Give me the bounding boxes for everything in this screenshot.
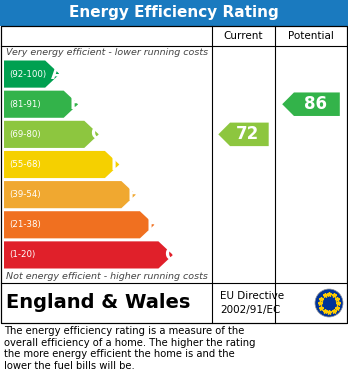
Polygon shape [4, 241, 173, 269]
Polygon shape [218, 123, 269, 146]
Text: E: E [128, 186, 139, 204]
Text: Current: Current [224, 31, 263, 41]
Text: England & Wales: England & Wales [6, 294, 190, 312]
Text: 72: 72 [236, 126, 259, 143]
Text: (21-38): (21-38) [9, 220, 41, 229]
Text: D: D [110, 156, 124, 174]
Text: (55-68): (55-68) [9, 160, 41, 169]
Text: F: F [147, 216, 158, 234]
Text: Not energy efficient - higher running costs: Not energy efficient - higher running co… [6, 272, 208, 281]
Text: Very energy efficient - lower running costs: Very energy efficient - lower running co… [6, 48, 208, 57]
Circle shape [315, 289, 343, 317]
Polygon shape [4, 61, 60, 88]
Polygon shape [4, 211, 155, 239]
Polygon shape [4, 151, 119, 178]
Text: B: B [70, 95, 82, 113]
Text: 86: 86 [304, 95, 327, 113]
Polygon shape [4, 181, 136, 208]
Text: EU Directive
2002/91/EC: EU Directive 2002/91/EC [220, 291, 284, 315]
Bar [1, 26, 347, 323]
Text: G: G [164, 246, 177, 264]
Text: (1-20): (1-20) [9, 250, 35, 260]
Text: (39-54): (39-54) [9, 190, 41, 199]
Text: Potential: Potential [288, 31, 334, 41]
Polygon shape [4, 121, 99, 148]
Text: (81-91): (81-91) [9, 100, 41, 109]
Text: C: C [90, 126, 103, 143]
Polygon shape [282, 92, 340, 116]
Bar [0, 0, 348, 26]
Text: A: A [51, 65, 64, 83]
Bar [1, 26, 347, 323]
Text: (69-80): (69-80) [9, 130, 41, 139]
Polygon shape [4, 91, 78, 118]
Text: (92-100): (92-100) [9, 70, 46, 79]
Text: Energy Efficiency Rating: Energy Efficiency Rating [69, 5, 279, 20]
Text: The energy efficiency rating is a measure of the
overall efficiency of a home. T: The energy efficiency rating is a measur… [4, 326, 255, 371]
